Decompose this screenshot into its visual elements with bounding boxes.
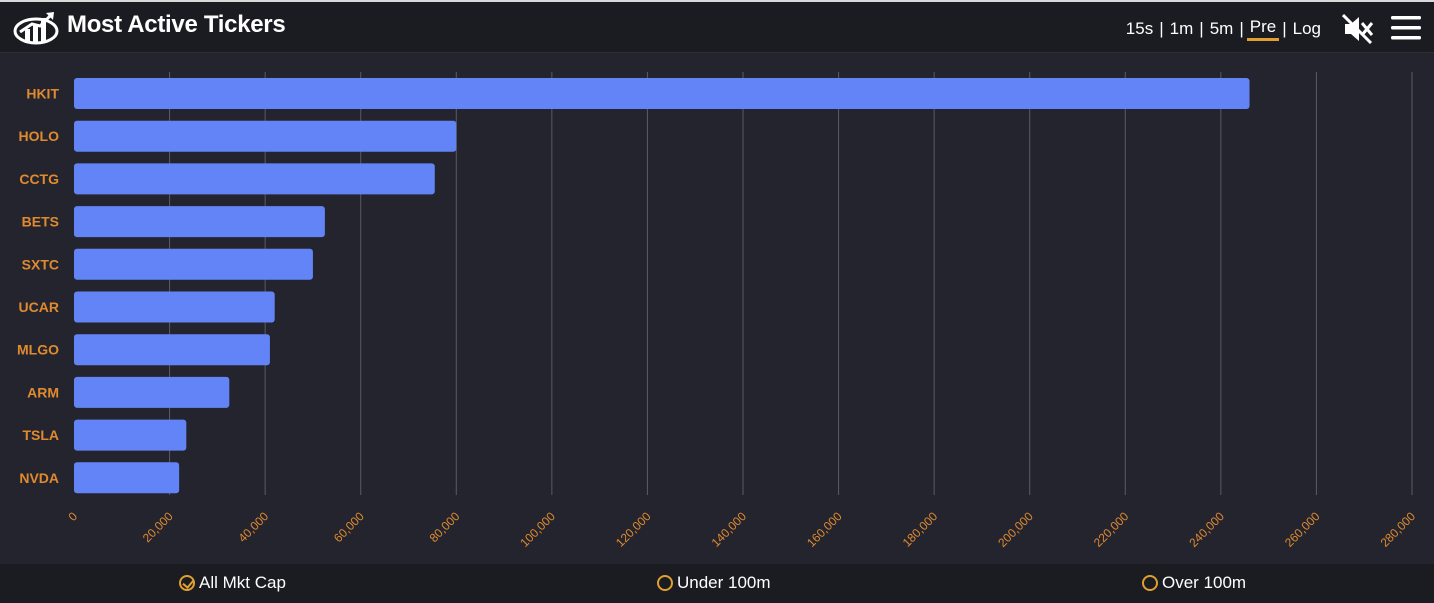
category-label: HOLO <box>19 128 60 144</box>
separator: | <box>1199 19 1204 38</box>
timeframe-5m[interactable]: 5m <box>1209 19 1234 38</box>
bar <box>74 334 270 366</box>
category-label: NVDA <box>19 470 59 486</box>
chart-logo-icon <box>13 12 59 45</box>
timeframe-log[interactable]: Log <box>1292 19 1321 38</box>
x-tick-label: 240,000 <box>1186 509 1227 550</box>
footer: All Mkt Cap Under 100m Over 100m <box>0 564 1434 603</box>
x-tick-label: 60,000 <box>331 509 367 545</box>
timeframe-1m[interactable]: 1m <box>1169 19 1194 38</box>
x-tick-label: 280,000 <box>1378 509 1419 550</box>
category-label: SXTC <box>22 256 59 272</box>
x-tick-label: 80,000 <box>427 509 463 545</box>
hamburger-menu-icon[interactable] <box>1391 14 1421 42</box>
separator: | <box>1239 19 1244 38</box>
top-border <box>0 0 1434 2</box>
separator: | <box>1159 19 1164 38</box>
check-circle-icon <box>179 575 195 591</box>
x-tick-label: 0 <box>65 509 80 524</box>
category-label: HKIT <box>26 86 59 102</box>
x-tick-label: 180,000 <box>900 509 941 550</box>
bar <box>74 120 457 152</box>
bar <box>74 163 435 195</box>
category-label: ARM <box>27 384 59 400</box>
x-tick-label: 220,000 <box>1091 509 1132 550</box>
x-tick-label: 40,000 <box>235 509 271 545</box>
category-label: UCAR <box>19 299 59 315</box>
speaker-mute-icon[interactable] <box>1342 14 1374 44</box>
filter-label: All Mkt Cap <box>199 573 286 592</box>
filter-label: Over 100m <box>1162 573 1247 592</box>
header: Most Active Tickers 15s | 1m | 5m | Pre … <box>0 2 1434 53</box>
category-label: MLGO <box>17 342 59 358</box>
x-tick-label: 200,000 <box>995 509 1036 550</box>
bar <box>74 419 187 451</box>
category-label: CCTG <box>19 171 59 187</box>
bar <box>74 462 180 494</box>
category-label: BETS <box>22 214 59 230</box>
x-tick-label: 100,000 <box>517 509 558 550</box>
chart-area: HKIT HOLO CCTG BETS SXTC UCAR MLGO ARM TSLA NVDA 0… <box>0 53 1434 564</box>
x-tick-label: 260,000 <box>1282 509 1323 550</box>
filter-all-mkt-cap[interactable]: All Mkt Cap <box>179 573 286 593</box>
x-tick-label: 20,000 <box>140 509 176 545</box>
timeframe-pre[interactable]: Pre <box>1246 17 1280 41</box>
bar <box>74 248 313 280</box>
x-tick-label: 120,000 <box>613 509 654 550</box>
x-tick-label: 140,000 <box>709 509 750 550</box>
bar <box>74 78 1250 109</box>
separator: | <box>1282 19 1287 38</box>
timeframe-15s[interactable]: 15s <box>1125 19 1154 38</box>
circle-icon <box>1142 575 1158 591</box>
timeframe-selector: 15s | 1m | 5m | Pre | Log <box>1123 17 1324 41</box>
category-label: TSLA <box>22 427 59 443</box>
x-tick-label: 160,000 <box>804 509 845 550</box>
bar <box>74 206 325 238</box>
circle-icon <box>657 575 673 591</box>
filter-label: Under 100m <box>677 573 771 592</box>
filter-under-100m[interactable]: Under 100m <box>657 573 771 593</box>
page-title: Most Active Tickers <box>67 11 286 38</box>
bar <box>74 291 275 323</box>
bar <box>74 376 230 408</box>
filter-over-100m[interactable]: Over 100m <box>1142 573 1246 593</box>
bar-chart: HKIT HOLO CCTG BETS SXTC UCAR MLGO ARM TSLA NVDA 0… <box>17 72 1419 550</box>
